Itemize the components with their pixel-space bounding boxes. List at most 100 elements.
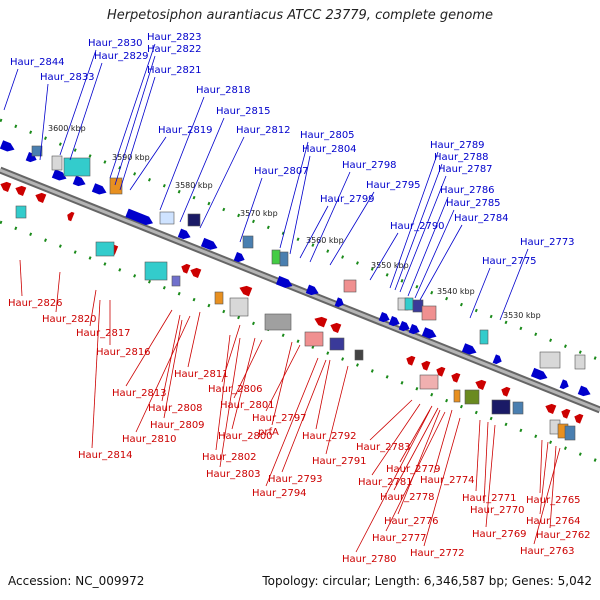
- label-leader-line: [414, 209, 455, 299]
- label-leader-line: [3, 68, 19, 111]
- label-leader-line: [533, 447, 561, 545]
- gene-box: [412, 299, 424, 313]
- label-leader-line: [114, 55, 156, 186]
- gene-box: [574, 354, 586, 370]
- gene-box: [159, 211, 175, 225]
- gene-label-reverse: Haur_2772: [410, 548, 465, 559]
- gene-box: [242, 235, 254, 249]
- gene-box: [539, 351, 561, 369]
- gene-arrow: [574, 413, 584, 424]
- gene-label-reverse: Haur_2802: [202, 452, 257, 463]
- position-tick-label: 3540 kbp: [437, 287, 475, 296]
- gene-arrow: [408, 323, 420, 335]
- gene-label-forward: Haur_2784: [454, 213, 509, 224]
- gene-box: [109, 177, 123, 195]
- label-leader-line: [393, 407, 439, 491]
- gene-label-reverse: Haur_2763: [520, 546, 575, 557]
- gene-box: [304, 331, 324, 347]
- label-leader-line: [221, 324, 241, 383]
- label-leader-line: [325, 365, 349, 455]
- gene-arrow: [451, 372, 461, 383]
- label-leader-line: [69, 62, 103, 161]
- accession-text: Accession: NC_009972: [8, 574, 145, 588]
- gene-label-reverse: Haur_2771: [462, 493, 517, 504]
- gene-box: [564, 425, 576, 441]
- gene-label-forward: Haur_2785: [446, 198, 501, 209]
- gene-label-reverse: Haur_2817: [76, 328, 131, 339]
- label-leader-line: [19, 259, 23, 297]
- gene-label-forward: Haur_2786: [440, 185, 495, 196]
- gene-arrow: [275, 275, 293, 288]
- gene-box: [31, 145, 43, 157]
- label-leader-line: [289, 155, 311, 255]
- gene-arrow: [72, 175, 86, 187]
- gene-label-reverse: Haur_2769: [472, 529, 527, 540]
- label-leader-line: [369, 399, 413, 441]
- label-leader-line: [239, 177, 263, 243]
- gene-box: [95, 241, 115, 257]
- label-leader-line: [231, 337, 256, 430]
- gene-label-reverse: Haur_2816: [96, 347, 151, 358]
- gene-label-reverse: Haur_2779: [386, 464, 441, 475]
- gene-box: [171, 275, 181, 287]
- label-leader-line: [423, 417, 461, 547]
- gene-box: [271, 249, 281, 265]
- label-leader-line: [299, 205, 329, 259]
- label-leader-line: [129, 136, 167, 191]
- gene-label-reverse: Haur_2778: [380, 492, 435, 503]
- gene-label-forward: Haur_2830: [88, 38, 143, 49]
- gene-label-reverse: Haur_2814: [78, 450, 133, 461]
- gene-box: [343, 279, 357, 293]
- gene-arrow: [577, 385, 591, 397]
- gene-arrow: [125, 208, 153, 226]
- gene-label-reverse: Haur_2797: [252, 413, 307, 424]
- gene-label-reverse: Haur_2791: [312, 456, 367, 467]
- label-leader-line: [394, 163, 443, 291]
- gene-label-reverse: prfA: [258, 427, 279, 438]
- gene-label-reverse: Haur_2800: [218, 431, 273, 442]
- gene-box: [63, 157, 91, 177]
- gene-label-forward: Haur_2798: [342, 160, 397, 171]
- position-tick-label: 3550 kbp: [371, 261, 409, 270]
- map-title: Herpetosiphon aurantiacus ATCC 23779, co…: [106, 8, 494, 23]
- label-leader-line: [119, 76, 156, 191]
- label-leader-line: [215, 334, 231, 451]
- label-leader-line: [265, 357, 319, 487]
- label-leader-line: [89, 289, 97, 327]
- gene-arrow: [15, 185, 27, 197]
- gene-arrow: [177, 228, 191, 240]
- gene-label-reverse: Haur_2810: [122, 434, 177, 445]
- gene-label-reverse: Haur_2781: [358, 477, 413, 488]
- gene-label-reverse: Haur_2803: [206, 469, 261, 480]
- label-leader-line: [399, 405, 433, 463]
- gene-label-forward: Haur_2844: [10, 57, 65, 68]
- label-leader-line: [309, 171, 351, 263]
- gene-arrow: [51, 169, 67, 181]
- gene-arrow: [378, 311, 390, 323]
- gene-box: [419, 374, 439, 390]
- gene-arrow: [0, 181, 12, 193]
- gene-label-forward: Haur_2773: [520, 237, 575, 248]
- label-leader-line: [397, 409, 441, 515]
- label-leader-line: [475, 419, 481, 492]
- gene-box: [229, 297, 249, 317]
- gene-label-reverse: Haur_2792: [302, 431, 357, 442]
- gene-box: [479, 329, 489, 345]
- gene-label-reverse: Haur_2765: [526, 495, 581, 506]
- label-leader-line: [233, 339, 263, 399]
- label-leader-line: [539, 441, 549, 515]
- gene-arrow: [200, 237, 218, 250]
- label-leader-line: [109, 43, 156, 179]
- gene-label-forward: Haur_2815: [216, 106, 271, 117]
- label-leader-line: [315, 359, 331, 430]
- position-tick-label: 3530 kbp: [503, 311, 541, 320]
- label-leader-line: [369, 232, 399, 281]
- gene-label-reverse: Haur_2776: [384, 516, 439, 527]
- gene-label-reverse: Haur_2806: [208, 384, 263, 395]
- gene-label-reverse: Haur_2777: [372, 533, 427, 544]
- gene-arrow: [314, 316, 328, 328]
- gene-arrow: [545, 403, 557, 415]
- gene-label-reverse: Haur_2813: [112, 388, 167, 399]
- gene-label-forward: Haur_2822: [147, 44, 202, 55]
- gene-box: [264, 313, 292, 331]
